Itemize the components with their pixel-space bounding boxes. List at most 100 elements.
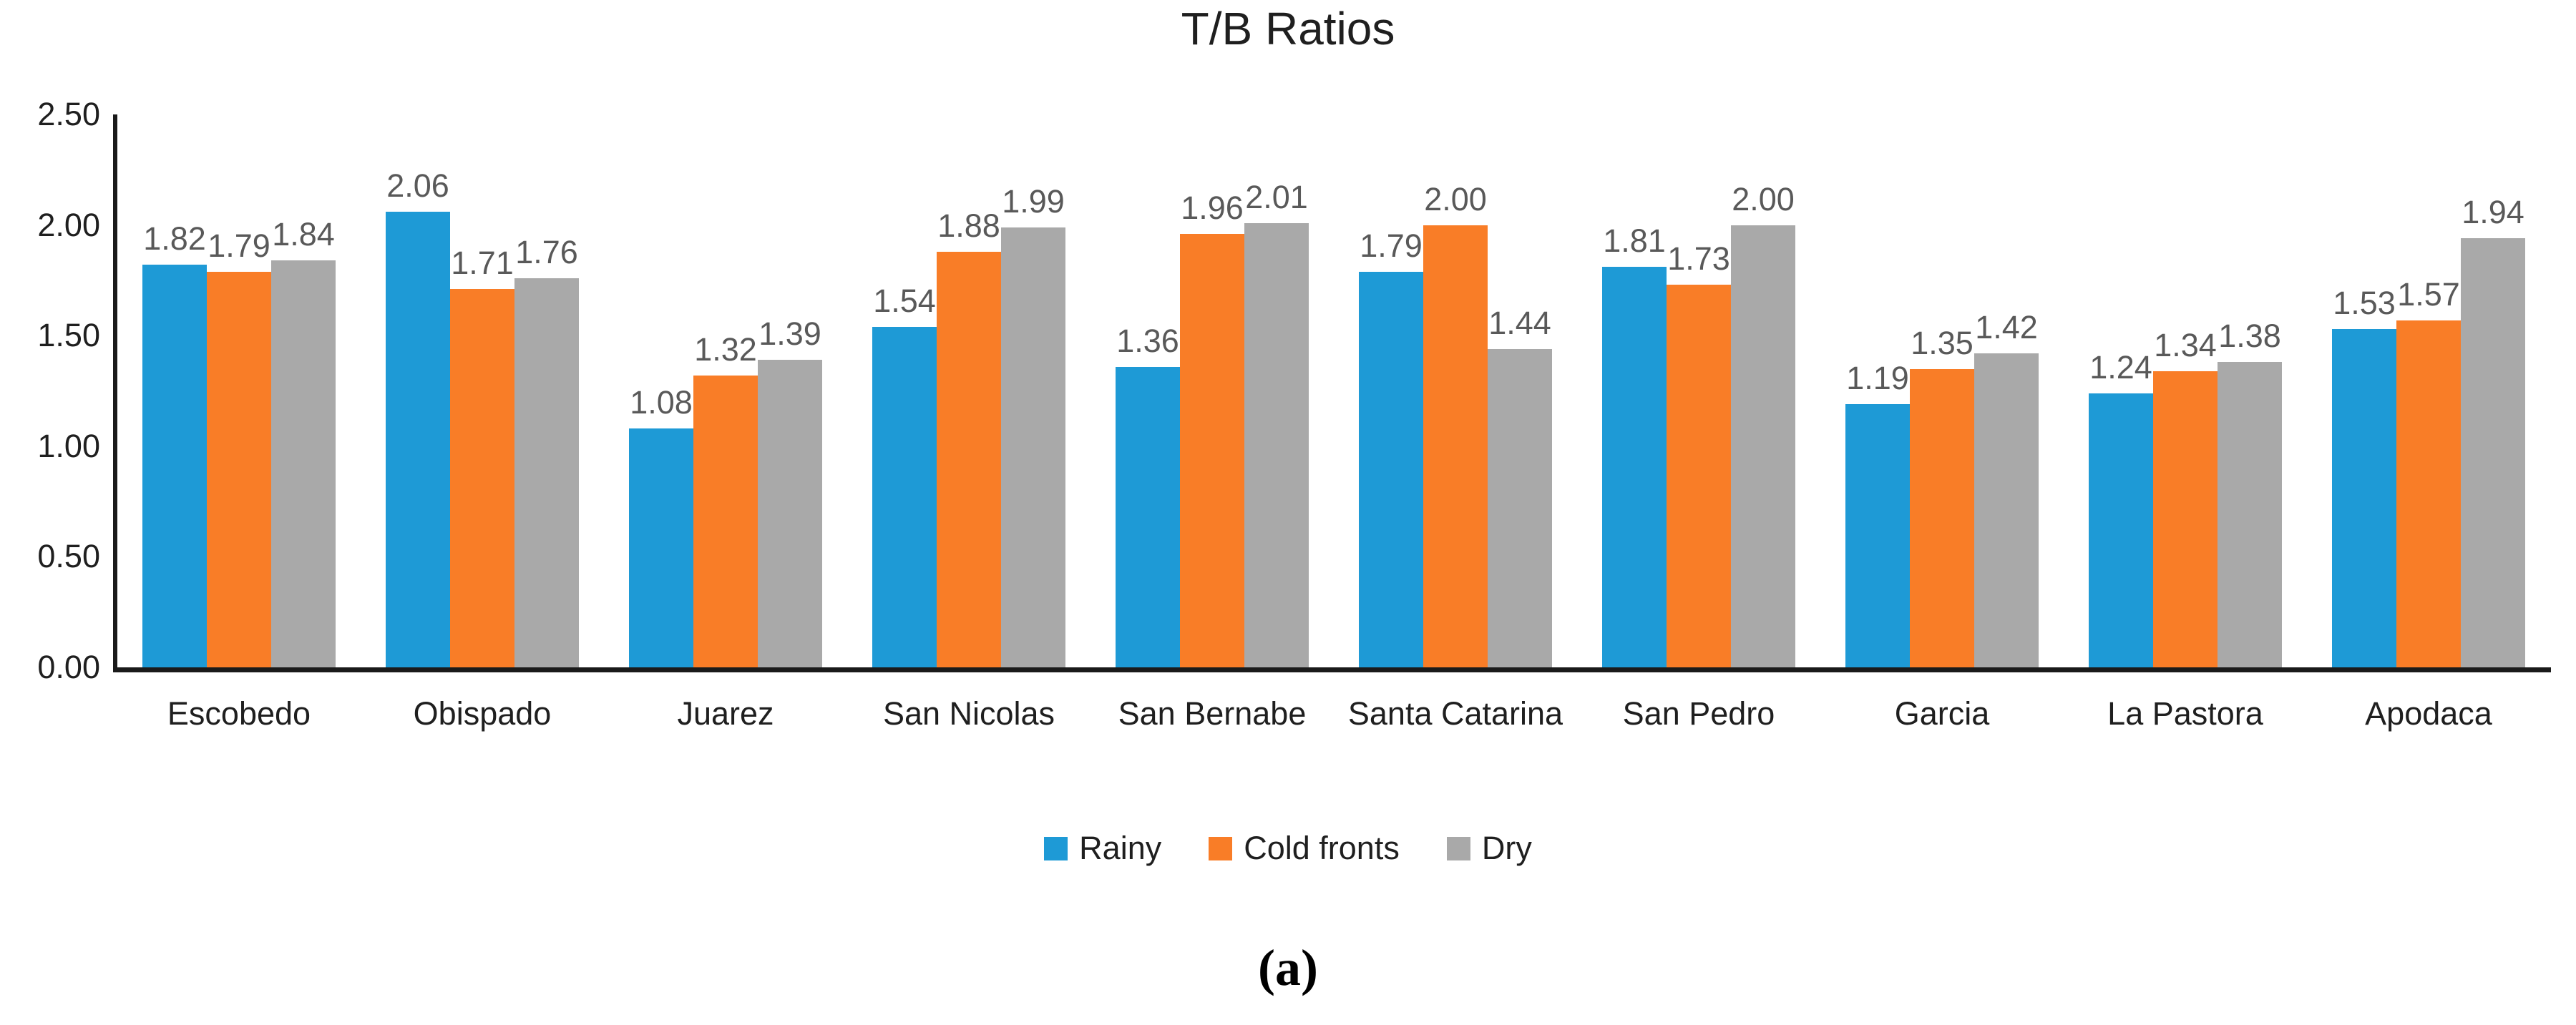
figure-caption: (a) <box>1258 939 1318 996</box>
bar-rainy-la-pastora: 1.24 <box>2089 349 2153 667</box>
legend-item-cold-fronts: Cold fronts <box>1209 830 1400 867</box>
bar-value-label: 1.38 <box>2218 318 2281 355</box>
bar-cold-fronts-juarez: 1.32 <box>693 331 758 667</box>
x-axis-category-labels: Escobedo Obispado Juarez San Nicolas San Ber… <box>117 695 2550 732</box>
bar-value-label: 1.42 <box>1975 308 2038 345</box>
bar-cold-fronts-obispado: 1.71 <box>450 245 514 667</box>
bar-dry-san-pedro: 2.00 <box>1731 181 1795 667</box>
bar-cold-fronts-apodaca: 1.57 <box>2396 276 2461 667</box>
bar-cold-fronts-san-bernabe: 1.96 <box>1180 190 1244 667</box>
y-axis-tick-label: 0.00 <box>37 649 100 685</box>
bar-dry-garcia: 1.42 <box>1974 309 2039 667</box>
x-axis-label-juarez: Juarez <box>677 695 774 732</box>
bar-value-label: 1.53 <box>2333 284 2396 321</box>
bar-rainy-santa-catarina: 1.79 <box>1359 227 1423 667</box>
bar-value-label: 1.44 <box>1488 304 1551 341</box>
legend-item-dry: Dry <box>1446 830 1532 867</box>
bar-value-label: 1.81 <box>1603 222 1666 260</box>
legend-swatch-icon <box>1044 836 1068 860</box>
bar-rainy-juarez: 1.08 <box>629 384 693 667</box>
bar-rainy-obispado: 2.06 <box>386 167 450 667</box>
bar-group-la-pastora: 1.24 1.34 1.38 <box>2064 114 2307 667</box>
bar-value-label: 1.73 <box>1667 240 1730 278</box>
bar-rainy-apodaca: 1.53 <box>2332 285 2396 667</box>
bar-dry-santa-catarina: 1.44 <box>1488 305 1552 667</box>
bar-cold-fronts-santa-catarina: 2.00 <box>1423 181 1488 667</box>
bar-group-obispado: 2.06 1.71 1.76 <box>361 114 604 667</box>
x-axis-label-santa-catarina: Santa Catarina <box>1347 695 1563 732</box>
y-axis-tick-label: 1.00 <box>37 427 100 464</box>
bar-cold-fronts-san-pedro: 1.73 <box>1667 240 1731 667</box>
bar-cold-fronts-escobedo: 1.79 <box>207 227 271 667</box>
bar-value-label: 1.34 <box>2154 326 2217 363</box>
bar-rainy-san-nicolas: 1.54 <box>872 283 937 667</box>
bar-group-garcia: 1.19 1.35 1.42 <box>1820 114 2064 667</box>
bar-value-label: 1.71 <box>451 245 514 282</box>
x-axis-line <box>113 667 2551 672</box>
bar-dry-juarez: 1.39 <box>758 315 822 667</box>
bar-value-label: 2.06 <box>386 167 449 205</box>
bar-dry-escobedo: 1.84 <box>271 216 336 667</box>
bar-cold-fronts-san-nicolas: 1.88 <box>937 207 1001 667</box>
bar-value-label: 2.01 <box>1245 178 1308 215</box>
bar-cold-fronts-garcia: 1.35 <box>1910 325 1974 667</box>
bar-value-label: 1.94 <box>2462 194 2524 231</box>
bar-value-label: 1.54 <box>873 282 936 319</box>
bar-rainy-san-pedro: 1.81 <box>1602 222 1667 667</box>
legend: Rainy Cold fronts Dry <box>0 830 2576 867</box>
legend-label: Dry <box>1481 830 1532 866</box>
y-axis-line <box>113 114 117 672</box>
bar-value-label: 2.00 <box>1424 180 1487 217</box>
bar-value-label: 1.08 <box>630 384 693 421</box>
y-axis-tick-label: 1.50 <box>37 317 100 354</box>
legend-label: Cold fronts <box>1244 830 1400 866</box>
bar-value-label: 1.36 <box>1116 322 1179 359</box>
bar-group-san-nicolas: 1.54 1.88 1.99 <box>847 114 1091 667</box>
bar-rainy-garcia: 1.19 <box>1845 360 1910 667</box>
x-axis-label-apodaca: Apodaca <box>2365 695 2492 732</box>
x-axis-label-san-bernabe: San Bernabe <box>1118 695 1307 732</box>
bar-value-label: 1.99 <box>1002 182 1065 220</box>
bar-value-label: 1.24 <box>2089 348 2152 386</box>
bar-group-santa-catarina: 1.79 2.00 1.44 <box>1334 114 1577 667</box>
legend-item-rainy: Rainy <box>1044 830 1161 867</box>
y-axis-tick-label: 2.00 <box>37 206 100 243</box>
bar-value-label: 1.39 <box>758 315 821 353</box>
bar-value-label: 1.88 <box>937 207 1000 244</box>
plot-area: 1.82 1.79 1.84 2.06 1.71 1.76 1.08 1.32 1.39 1.54… <box>117 114 2550 667</box>
legend-label: Rainy <box>1079 830 1162 866</box>
bar-group-juarez: 1.08 1.32 1.39 <box>604 114 847 667</box>
bar-value-label: 1.96 <box>1181 189 1244 226</box>
x-axis-label-obispado: Obispado <box>413 695 552 732</box>
bar-dry-san-bernabe: 2.01 <box>1244 179 1309 667</box>
x-axis-label-garcia: Garcia <box>1894 695 1990 732</box>
bar-value-label: 1.35 <box>1911 324 1974 361</box>
chart-title: T/B Ratios <box>1181 3 1395 54</box>
x-axis-label-la-pastora: La Pastora <box>2107 695 2263 732</box>
bar-value-label: 1.76 <box>515 233 578 270</box>
bar-group-san-pedro: 1.81 1.73 2.00 <box>1577 114 1820 667</box>
x-axis-label-san-pedro: San Pedro <box>1622 695 1775 732</box>
y-axis-tick-label: 2.50 <box>37 96 100 132</box>
bar-dry-san-nicolas: 1.99 <box>1001 183 1065 667</box>
bar-value-label: 1.82 <box>143 220 206 258</box>
bar-value-label: 1.57 <box>2397 275 2460 313</box>
bar-cold-fronts-la-pastora: 1.34 <box>2153 327 2218 667</box>
bar-group-escobedo: 1.82 1.79 1.84 <box>117 114 361 667</box>
bar-dry-apodaca: 1.94 <box>2461 194 2525 667</box>
legend-swatch-icon <box>1209 836 1233 860</box>
legend-swatch-icon <box>1446 836 1470 860</box>
bar-value-label: 1.32 <box>694 330 757 368</box>
bar-group-san-bernabe: 1.36 1.96 2.01 <box>1091 114 1334 667</box>
bar-rainy-san-bernabe: 1.36 <box>1116 323 1180 667</box>
y-axis-tick-label: 0.50 <box>37 538 100 575</box>
bar-rainy-escobedo: 1.82 <box>142 220 207 667</box>
bar-group-apodaca: 1.53 1.57 1.94 <box>2307 114 2550 667</box>
bar-value-label: 1.84 <box>272 216 335 253</box>
bar-value-label: 1.19 <box>1846 360 1909 397</box>
x-axis-label-escobedo: Escobedo <box>167 695 311 732</box>
bar-dry-obispado: 1.76 <box>514 234 579 667</box>
bar-value-label: 1.79 <box>208 227 270 264</box>
bar-dry-la-pastora: 1.38 <box>2218 318 2282 667</box>
